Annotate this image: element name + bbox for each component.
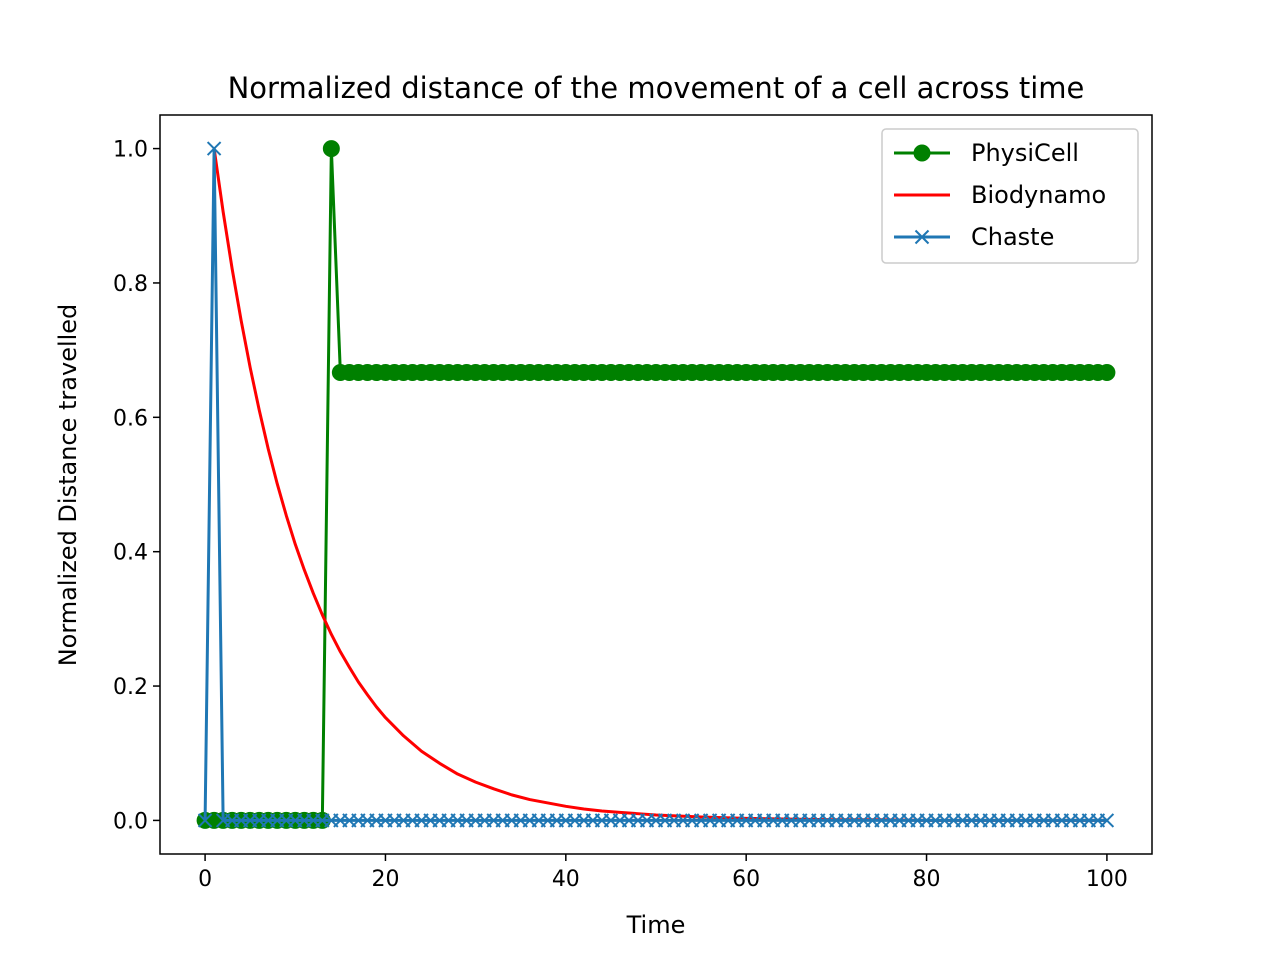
legend-label: Chaste	[971, 223, 1054, 251]
series-layer	[196, 140, 1116, 829]
x-tick-label: 40	[552, 867, 580, 892]
chaste-point	[197, 813, 213, 828]
legend-label: Biodynamo	[971, 181, 1106, 209]
legend-item-physicell: PhysiCell	[894, 139, 1079, 167]
y-tick-label: 0.2	[113, 675, 148, 700]
legend-item-biodynamo: Biodynamo	[894, 181, 1106, 209]
legend-label: PhysiCell	[971, 139, 1079, 167]
series-biodynamo	[212, 148, 1107, 822]
legend-item-chaste: Chaste	[894, 223, 1054, 251]
x-tick-label: 80	[913, 867, 941, 892]
y-tick-label: 0.4	[113, 541, 148, 566]
y-axis-label: Normalized Distance travelled	[54, 304, 82, 667]
y-tick-label: 0.6	[113, 406, 148, 431]
x-tick-label: 60	[732, 867, 760, 892]
ticks-layer: 0 20 40 60 80 100 0.0 0.2 0.4 0.6 0.8 1.0	[113, 138, 1128, 892]
y-tick-label: 0.0	[113, 809, 148, 834]
series-chaste	[197, 141, 1115, 828]
x-axis-label: Time	[626, 911, 686, 939]
legend-box	[881, 128, 1139, 264]
y-tick-label: 0.8	[113, 272, 148, 297]
y-tick-label: 1.0	[113, 138, 148, 163]
legend-marker	[914, 229, 930, 245]
biodynamo-line	[212, 148, 1107, 822]
physicell-point	[1098, 364, 1116, 382]
legend: PhysiCell Biodynamo Chaste	[881, 128, 1139, 264]
legend-marker	[913, 144, 931, 162]
chaste-point	[206, 141, 222, 156]
x-tick-label: 100	[1086, 867, 1128, 892]
x-tick-label: 20	[371, 867, 399, 892]
physicell-point	[322, 140, 340, 158]
x-tick-label: 0	[198, 867, 212, 892]
axes-frame	[159, 114, 1153, 855]
chaste-point	[1099, 813, 1115, 828]
chart-title: Normalized distance of the movement of a…	[228, 71, 1085, 105]
